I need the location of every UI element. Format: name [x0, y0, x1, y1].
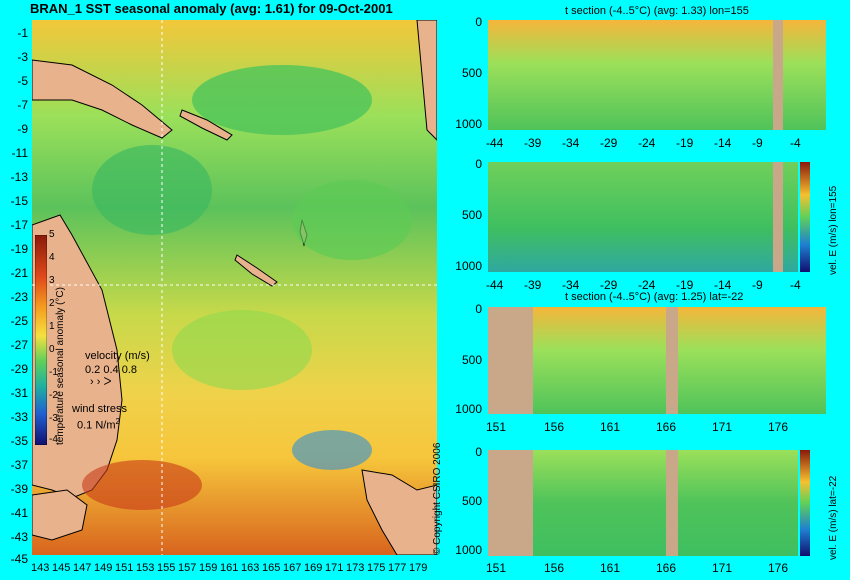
section2-colorbar — [800, 162, 810, 272]
png-land — [32, 59, 173, 139]
section3-title: t section (-4..5°C) (avg: 1.25) lat=-22 — [565, 291, 744, 303]
section4-plot — [488, 450, 798, 556]
new-caledonia-land — [234, 254, 278, 287]
section2-plot — [488, 162, 798, 272]
new-zealand-land — [361, 469, 437, 555]
section1-plot — [488, 20, 826, 130]
wind-stress-legend-label: wind stress — [72, 403, 128, 415]
copyright-notice: © Copyright CSIRO 2006 — [432, 442, 443, 555]
section4-side-label: vel. E (m/s) lat=-22 — [828, 475, 839, 560]
section2-side-label: vel. E (m/s) lon=155 — [828, 185, 839, 275]
sst-colorbar — [35, 235, 47, 445]
sst-anomaly-map: 5 4 3 2 1 0 -1 -2 -3 -4 temperature seas… — [32, 20, 437, 555]
solomon-islands-land — [179, 109, 233, 141]
wind-stress-legend-value: 0.1 N/m2 — [77, 417, 120, 432]
east-edge-land — [416, 20, 437, 141]
map-graphics — [32, 20, 437, 555]
map-title: BRAN_1 SST seasonal anomaly (avg: 1.61) … — [30, 1, 393, 16]
tasmania-land — [32, 489, 88, 541]
velocity-legend-values: 0.2 0.4 0.8 — [85, 364, 137, 376]
section4-colorbar — [800, 450, 810, 556]
australia-land — [32, 214, 123, 499]
velocity-legend-label: velocity (m/s) — [85, 350, 150, 362]
velocity-arrows: › › ᐳ — [90, 376, 112, 388]
colorbar-label: temperature seasonal anomaly (°C) — [55, 287, 66, 445]
section3-plot — [488, 307, 826, 414]
section1-title: t section (-4..5°C) (avg: 1.33) lon=155 — [565, 5, 749, 17]
